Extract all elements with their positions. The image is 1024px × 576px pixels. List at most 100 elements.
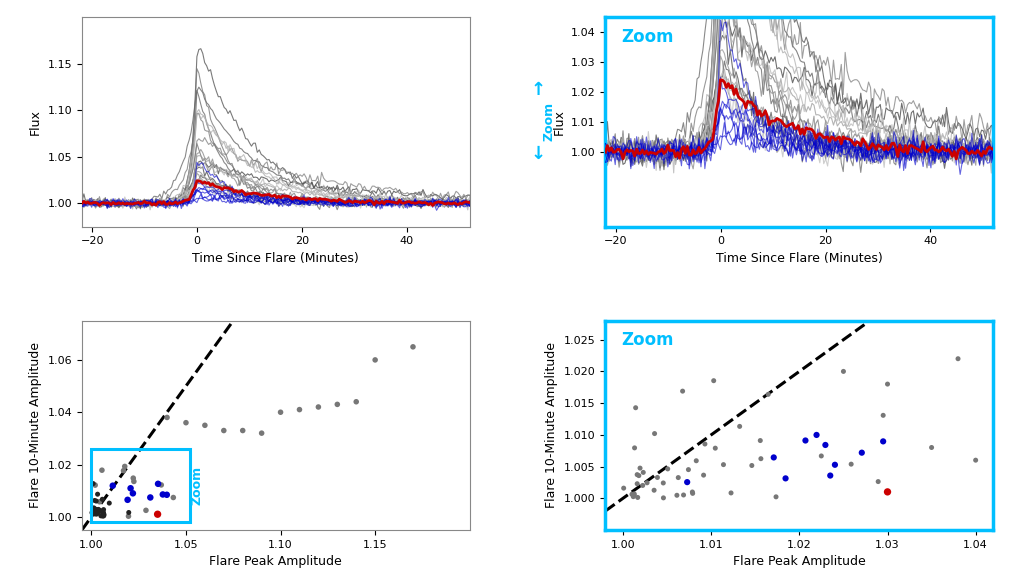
Point <box>234 426 251 435</box>
Point <box>95 508 112 517</box>
Point <box>123 484 139 493</box>
Text: Zoom: Zoom <box>621 28 674 46</box>
Point <box>625 492 641 501</box>
Point <box>615 483 632 492</box>
Point <box>95 509 112 518</box>
Point <box>669 491 685 500</box>
Point <box>348 397 365 406</box>
Point <box>104 481 121 490</box>
Point <box>768 492 784 502</box>
Point <box>84 508 100 517</box>
Point <box>676 490 692 499</box>
Point <box>753 454 769 463</box>
Point <box>817 441 834 450</box>
Point <box>629 479 645 488</box>
Point <box>655 478 672 487</box>
Point <box>822 471 839 480</box>
Point <box>101 498 118 507</box>
Point <box>629 470 645 479</box>
Point <box>766 453 782 462</box>
Point <box>89 509 105 518</box>
Point <box>695 471 712 480</box>
Point <box>272 408 289 417</box>
Point <box>126 477 142 486</box>
Point <box>91 507 108 516</box>
Y-axis label: Flux: Flux <box>552 109 565 135</box>
Point <box>165 493 181 502</box>
Point <box>688 456 705 465</box>
Text: Zoom: Zoom <box>190 466 204 505</box>
Point <box>86 506 102 515</box>
Point <box>216 426 232 435</box>
Point <box>826 460 843 469</box>
Point <box>924 443 940 452</box>
Point <box>155 490 171 499</box>
Point <box>87 508 103 517</box>
Point <box>87 509 103 518</box>
Point <box>630 493 646 502</box>
Point <box>843 460 859 469</box>
Point <box>94 495 111 504</box>
Point <box>90 505 106 514</box>
Point <box>142 493 159 502</box>
Point <box>874 437 891 446</box>
Point <box>706 376 722 385</box>
Y-axis label: Flux: Flux <box>29 109 42 135</box>
Point <box>760 390 776 399</box>
Point <box>836 367 852 376</box>
Point <box>684 487 700 497</box>
Point <box>708 444 724 453</box>
Y-axis label: Flare 10-Minute Amplitude: Flare 10-Minute Amplitude <box>29 342 42 508</box>
Point <box>646 486 663 495</box>
Point <box>197 420 213 430</box>
Point <box>89 490 105 499</box>
Point <box>91 497 108 506</box>
Point <box>86 508 102 517</box>
Point <box>86 508 102 517</box>
Point <box>85 507 101 516</box>
Point <box>646 429 663 438</box>
Point <box>813 452 829 461</box>
Text: ↓: ↓ <box>530 145 545 162</box>
Point <box>178 418 195 427</box>
Point <box>680 465 696 474</box>
Point <box>120 495 136 505</box>
Point <box>404 342 421 351</box>
Point <box>950 354 967 363</box>
Point <box>90 506 106 516</box>
Point <box>94 465 111 475</box>
Point <box>310 403 327 412</box>
Point <box>159 490 175 499</box>
Point <box>94 511 111 521</box>
X-axis label: Time Since Flare (Minutes): Time Since Flare (Minutes) <box>716 252 883 265</box>
Point <box>92 506 109 516</box>
Point <box>723 488 739 498</box>
Point <box>117 462 133 471</box>
Point <box>627 444 643 453</box>
Point <box>880 487 896 497</box>
Point <box>743 461 760 470</box>
Y-axis label: Flare 10-Minute Amplitude: Flare 10-Minute Amplitude <box>546 342 558 508</box>
Point <box>659 464 676 473</box>
Point <box>635 468 651 477</box>
Point <box>120 511 136 521</box>
Point <box>675 386 691 396</box>
Point <box>291 405 307 414</box>
Point <box>88 507 104 516</box>
Point <box>125 488 141 498</box>
Point <box>88 497 104 506</box>
Point <box>125 473 141 483</box>
Point <box>968 456 984 465</box>
Point <box>874 411 891 420</box>
Point <box>329 400 345 409</box>
Point <box>85 479 101 488</box>
Point <box>798 436 814 445</box>
Point <box>684 489 700 498</box>
Point <box>150 510 166 519</box>
Point <box>254 429 270 438</box>
Point <box>88 509 104 518</box>
Point <box>138 506 155 515</box>
Point <box>159 413 175 422</box>
Point <box>153 480 169 490</box>
Point <box>870 477 887 486</box>
